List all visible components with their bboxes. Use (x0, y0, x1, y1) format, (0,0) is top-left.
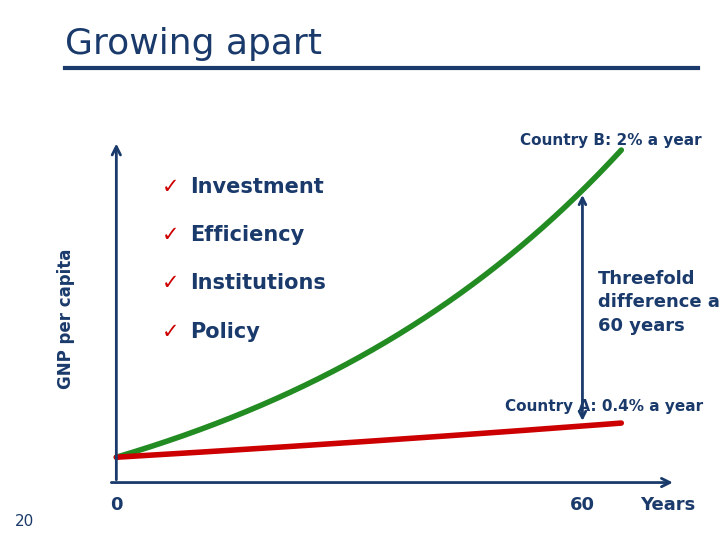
Text: Growing apart: Growing apart (65, 27, 322, 61)
Text: 60: 60 (570, 496, 595, 515)
Text: Country A: 0.4% a year: Country A: 0.4% a year (505, 399, 703, 414)
Text: 0: 0 (110, 496, 122, 515)
Text: Efficiency: Efficiency (190, 225, 305, 245)
Text: 20: 20 (14, 514, 34, 529)
Text: Investment: Investment (190, 177, 324, 197)
Text: Country B: 2% a year: Country B: 2% a year (521, 133, 702, 148)
Text: ✓: ✓ (162, 273, 179, 293)
Text: Years: Years (640, 496, 696, 515)
Text: Institutions: Institutions (190, 273, 326, 293)
Text: ✓: ✓ (162, 322, 179, 342)
Text: GNP per capita: GNP per capita (57, 249, 75, 389)
Text: ✓: ✓ (162, 177, 179, 197)
Text: ✓: ✓ (162, 225, 179, 245)
Text: Policy: Policy (190, 322, 260, 342)
Text: Threefold
difference after
60 years: Threefold difference after 60 years (598, 269, 720, 335)
